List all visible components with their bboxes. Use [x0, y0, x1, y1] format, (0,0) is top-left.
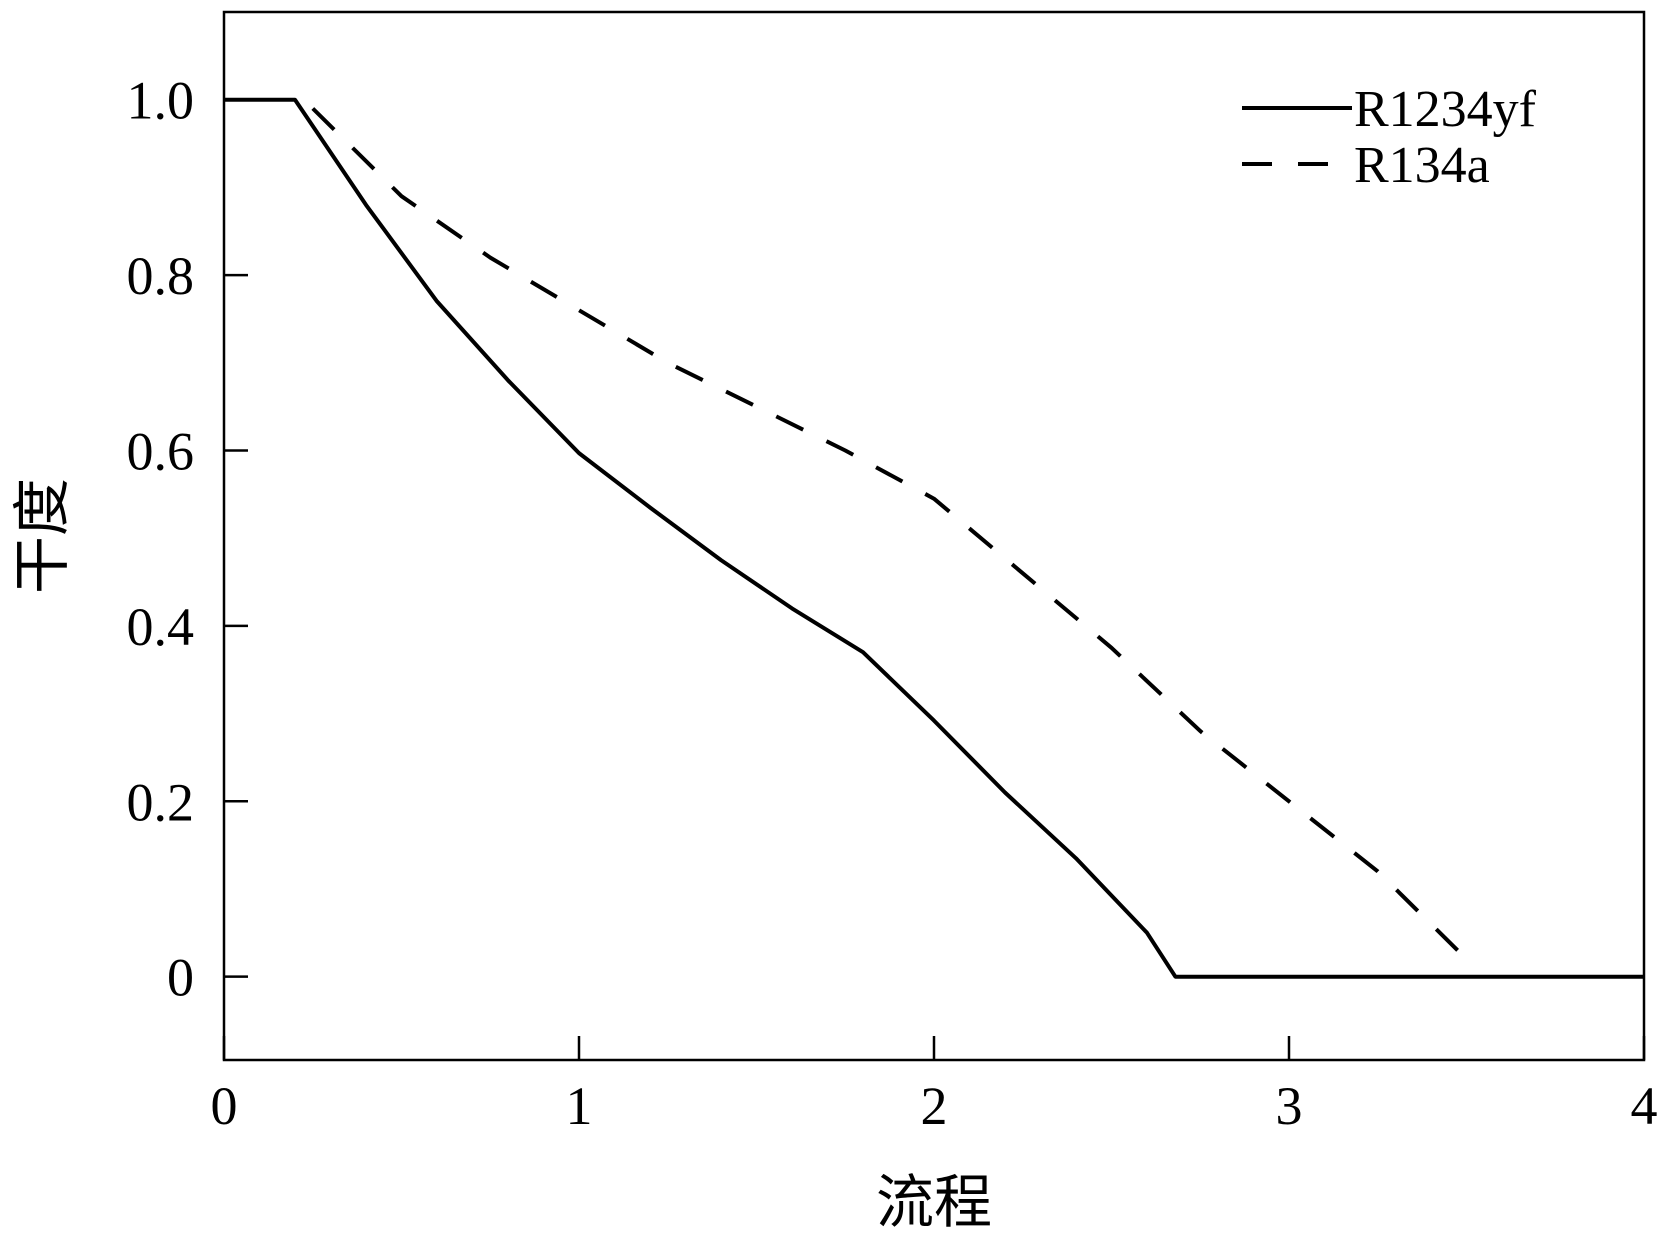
series-layer	[224, 97, 1644, 979]
y-tick-label: 0.6	[127, 421, 195, 481]
x-tick-label: 4	[1631, 1076, 1658, 1136]
series-line-r1234yf	[224, 97, 1644, 979]
y-axis-ticks: 0 0.2 0.4 0.6 0.8 1.0	[127, 71, 248, 1008]
y-tick-label: 0.4	[127, 597, 195, 657]
legend-label-r134a: R134a	[1354, 137, 1490, 194]
y-tick-label: 0	[167, 948, 194, 1008]
series-line-r134a	[311, 107, 1468, 961]
x-tick-label: 0	[211, 1076, 238, 1136]
y-tick-label: 0.2	[127, 772, 195, 832]
x-tick-label: 2	[921, 1076, 948, 1136]
x-axis-title: 流程	[876, 1170, 992, 1235]
x-tick-label: 3	[1276, 1076, 1303, 1136]
y-tick-label: 0.8	[127, 246, 195, 306]
x-axis-ticks: 0 1 2 3 4	[211, 1036, 1658, 1136]
y-axis-title: 干度	[10, 478, 75, 594]
y-tick-label: 1.0	[127, 71, 195, 131]
x-tick-label: 1	[566, 1076, 593, 1136]
legend-label-r1234yf: R1234yf	[1354, 81, 1537, 138]
